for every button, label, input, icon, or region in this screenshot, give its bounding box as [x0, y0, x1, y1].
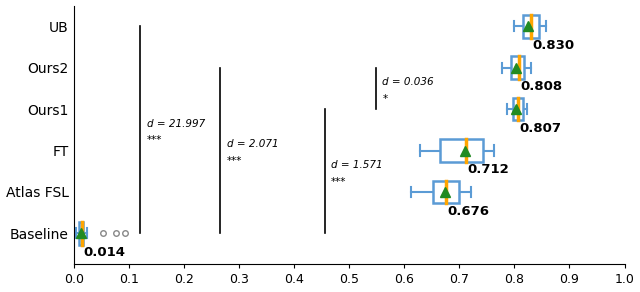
Bar [523, 15, 539, 38]
Bar [79, 222, 83, 245]
Text: 0.807: 0.807 [520, 122, 561, 135]
Text: *: * [382, 94, 387, 104]
Text: 0.712: 0.712 [467, 163, 509, 176]
Text: 0.676: 0.676 [447, 205, 489, 218]
Bar [440, 139, 483, 162]
Text: d = 21.997: d = 21.997 [147, 119, 205, 128]
Text: 0.808: 0.808 [520, 80, 562, 93]
Text: d = 1.571: d = 1.571 [331, 160, 383, 170]
Text: ***: *** [227, 156, 242, 166]
Text: d = 2.071: d = 2.071 [227, 139, 278, 149]
Text: 0.830: 0.830 [532, 39, 574, 52]
Text: ***: *** [147, 135, 162, 145]
Text: 0.014: 0.014 [83, 246, 125, 259]
Bar [513, 98, 523, 121]
Text: d = 0.036: d = 0.036 [382, 77, 434, 87]
Text: ***: *** [331, 177, 346, 187]
Bar [433, 180, 460, 203]
Bar [511, 56, 524, 79]
